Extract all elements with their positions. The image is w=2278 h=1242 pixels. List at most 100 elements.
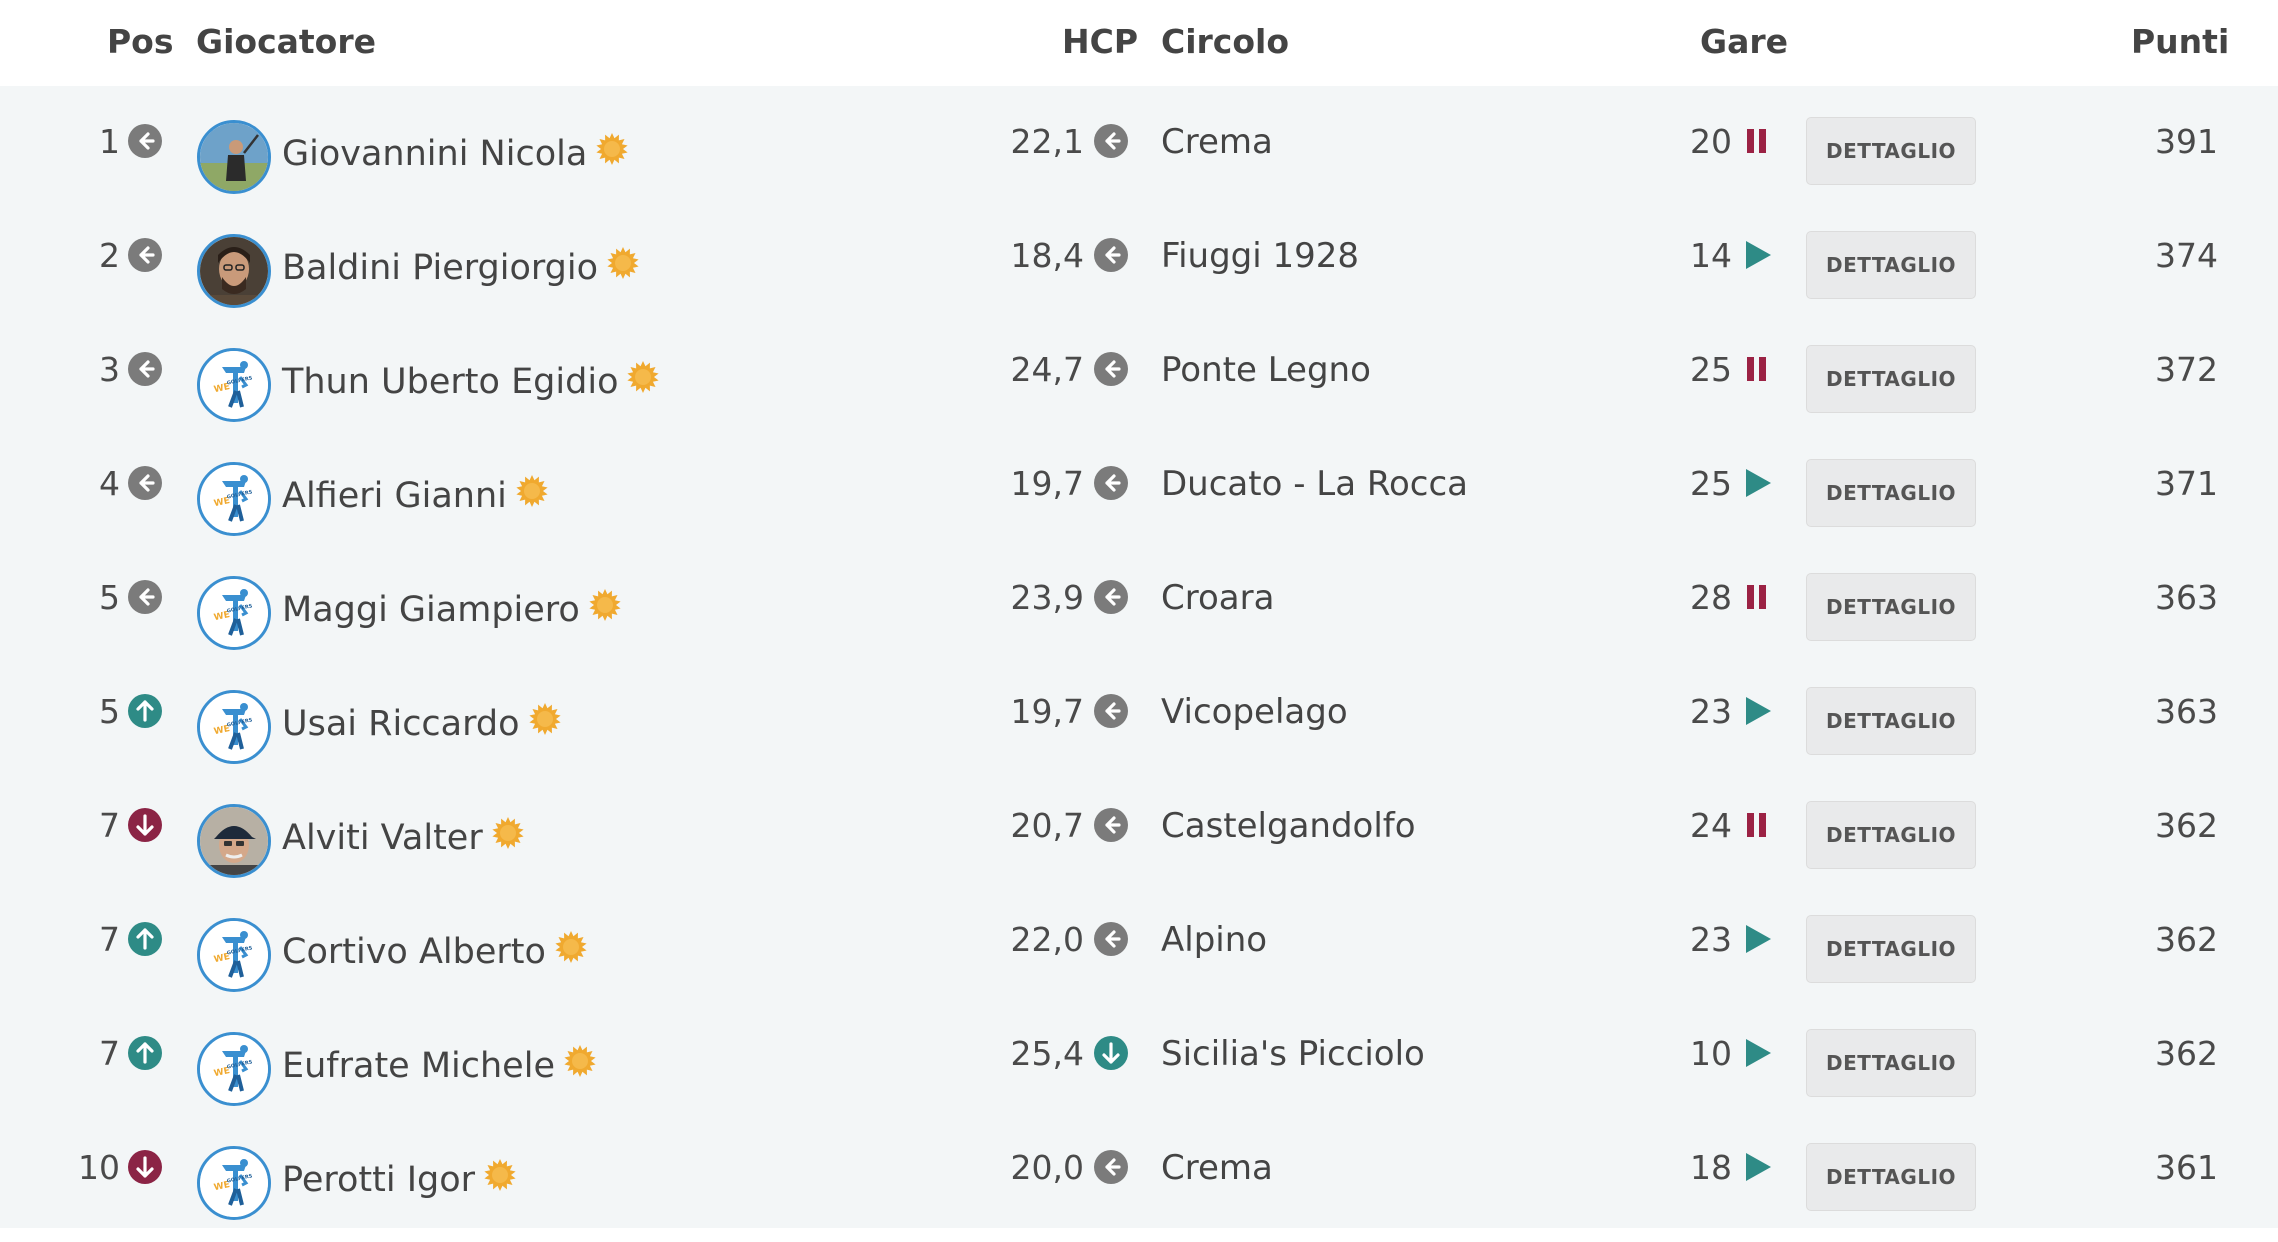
- player-name-text[interactable]: Cortivo Alberto: [282, 931, 546, 972]
- dettaglio-button[interactable]: DETTAGLIO: [1806, 687, 1976, 755]
- player-name-text[interactable]: Maggi Giampiero: [282, 589, 580, 630]
- pause-icon: [1744, 582, 1772, 612]
- club-name: Sicilia's Picciolo: [1161, 1034, 1425, 1074]
- arrow-left-icon: [128, 466, 162, 500]
- player-name-text[interactable]: Perotti Igor: [282, 1159, 476, 1200]
- player-name[interactable]: Thun Uberto Egidio: [282, 360, 660, 403]
- player-name[interactable]: Baldini Piergiorgio: [282, 246, 640, 289]
- player-name-text[interactable]: Eufrate Michele: [282, 1045, 555, 1086]
- arrow-left-icon: [128, 352, 162, 386]
- dettaglio-button[interactable]: DETTAGLIO: [1806, 915, 1976, 983]
- header-hcp[interactable]: HCP: [1062, 22, 1139, 61]
- arrow-left-icon: [128, 238, 162, 272]
- hcp-value: 20,7: [1010, 806, 1084, 845]
- header-player[interactable]: Giocatore: [196, 22, 377, 61]
- play-icon: [1744, 696, 1772, 726]
- dettaglio-button[interactable]: DETTAGLIO: [1806, 459, 1976, 527]
- races-count: 24: [1690, 806, 1732, 845]
- dettaglio-button[interactable]: DETTAGLIO: [1806, 573, 1976, 641]
- player-name[interactable]: Giovannini Nicola: [282, 132, 629, 175]
- hcp-arrow-left-icon: [1094, 694, 1128, 728]
- hcp-arrow-left-icon: [1094, 922, 1128, 956]
- player-name-text[interactable]: Alviti Valter: [282, 817, 483, 858]
- svg-text:GOLFERS: GOLFERS: [226, 1173, 253, 1184]
- player-name-text[interactable]: Alfieri Gianni: [282, 475, 507, 516]
- pause-icon: [1744, 126, 1772, 156]
- club-name: Croara: [1161, 578, 1275, 618]
- club-name: Ducato - La Rocca: [1161, 464, 1468, 504]
- player-name[interactable]: Alfieri Gianni: [282, 474, 549, 517]
- dettaglio-button[interactable]: DETTAGLIO: [1806, 801, 1976, 869]
- play-icon: [1744, 1152, 1772, 1182]
- badge-star-icon: [595, 132, 629, 175]
- header-pos[interactable]: Pos: [107, 22, 174, 61]
- header-points[interactable]: Punti: [2131, 22, 2230, 61]
- races-count: 25: [1690, 464, 1732, 503]
- position-number: 4: [99, 464, 120, 503]
- badge-star-icon: [554, 930, 588, 973]
- dettaglio-button[interactable]: DETTAGLIO: [1806, 231, 1976, 299]
- avatar[interactable]: WE GOLFERS: [197, 1146, 271, 1220]
- play-icon: [1744, 1038, 1772, 1068]
- svg-text:WE: WE: [213, 382, 231, 395]
- badge-star-icon: [626, 360, 660, 403]
- svg-text:WE: WE: [213, 610, 231, 623]
- position-number: 7: [99, 1034, 120, 1073]
- svg-text:GOLFERS: GOLFERS: [226, 717, 253, 728]
- club-name: Fiuggi 1928: [1161, 236, 1360, 276]
- player-name[interactable]: Alviti Valter: [282, 816, 525, 859]
- header-club[interactable]: Circolo: [1161, 22, 1290, 61]
- points-value: 391: [2155, 122, 2218, 161]
- races-count: 25: [1690, 350, 1732, 389]
- svg-text:WE: WE: [213, 496, 231, 509]
- avatar[interactable]: [197, 120, 271, 194]
- table-row: 7 WE GOLFERS Eufrate Michele 25,4 Sicili…: [0, 1014, 2278, 1128]
- player-name-text[interactable]: Usai Riccardo: [282, 703, 520, 744]
- header-races[interactable]: Gare: [1700, 22, 1789, 61]
- player-name[interactable]: Maggi Giampiero: [282, 588, 622, 631]
- svg-text:WE: WE: [213, 1066, 231, 1079]
- play-icon: [1744, 240, 1772, 270]
- avatar[interactable]: WE GOLFERS: [197, 918, 271, 992]
- dettaglio-button[interactable]: DETTAGLIO: [1806, 117, 1976, 185]
- hcp-arrow-left-icon: [1094, 808, 1128, 842]
- position-number: 5: [99, 578, 120, 617]
- avatar[interactable]: WE GOLFERS: [197, 462, 271, 536]
- avatar[interactable]: [197, 804, 271, 878]
- hcp-arrow-left-icon: [1094, 238, 1128, 272]
- avatar[interactable]: WE GOLFERS: [197, 576, 271, 650]
- avatar[interactable]: [197, 234, 271, 308]
- avatar[interactable]: WE GOLFERS: [197, 690, 271, 764]
- badge-star-icon: [606, 246, 640, 289]
- hcp-value: 18,4: [1010, 236, 1084, 275]
- hcp-arrow-left-icon: [1094, 466, 1128, 500]
- player-name[interactable]: Cortivo Alberto: [282, 930, 588, 973]
- position-number: 5: [99, 692, 120, 731]
- avatar[interactable]: WE GOLFERS: [197, 348, 271, 422]
- badge-star-icon: [563, 1044, 597, 1087]
- table-row: 7 WE GOLFERS Cortivo Alberto 22,0 Alpino…: [0, 900, 2278, 1014]
- dettaglio-button[interactable]: DETTAGLIO: [1806, 345, 1976, 413]
- svg-text:WE: WE: [213, 1180, 231, 1193]
- svg-text:GOLFERS: GOLFERS: [226, 603, 253, 614]
- player-name[interactable]: Eufrate Michele: [282, 1044, 597, 1087]
- table-row: 5 WE GOLFERS Maggi Giampiero 23,9 Croara…: [0, 558, 2278, 672]
- svg-text:WE: WE: [213, 952, 231, 965]
- badge-star-icon: [588, 588, 622, 631]
- avatar[interactable]: WE GOLFERS: [197, 1032, 271, 1106]
- hcp-arrow-down-icon: [1094, 1036, 1128, 1070]
- player-name-text[interactable]: Baldini Piergiorgio: [282, 247, 599, 288]
- table-row: 4 WE GOLFERS Alfieri Gianni 19,7 Ducato …: [0, 444, 2278, 558]
- dettaglio-button[interactable]: DETTAGLIO: [1806, 1143, 1976, 1211]
- arrow-up-icon: [128, 694, 162, 728]
- club-name: Crema: [1161, 122, 1273, 162]
- badge-star-icon: [528, 702, 562, 745]
- player-name-text[interactable]: Thun Uberto Egidio: [282, 361, 619, 402]
- races-count: 23: [1690, 920, 1732, 959]
- player-name[interactable]: Perotti Igor: [282, 1158, 517, 1201]
- dettaglio-button[interactable]: DETTAGLIO: [1806, 1029, 1976, 1097]
- player-name[interactable]: Usai Riccardo: [282, 702, 562, 745]
- player-name-text[interactable]: Giovannini Nicola: [282, 133, 588, 174]
- races-count: 10: [1690, 1034, 1732, 1073]
- svg-text:GOLFERS: GOLFERS: [226, 375, 253, 386]
